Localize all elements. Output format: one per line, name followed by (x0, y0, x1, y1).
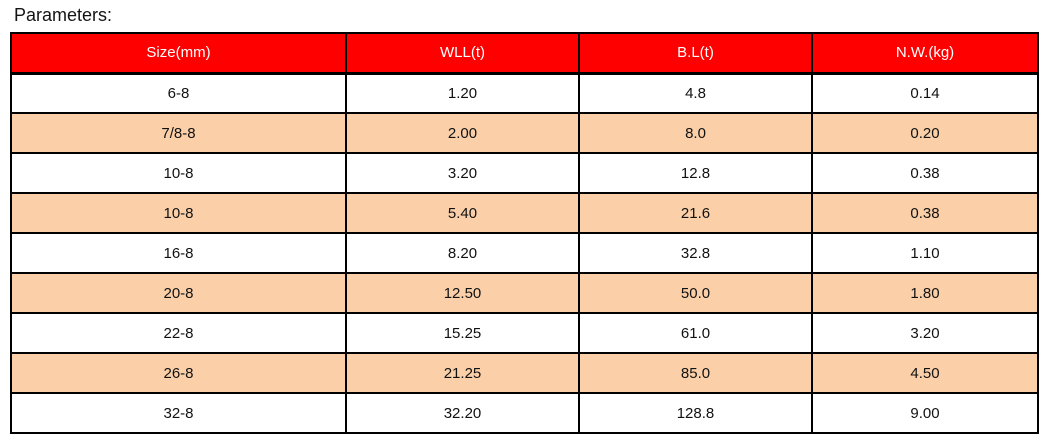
parameters-table: Size(mm) WLL(t) B.L(t) N.W.(kg) 6-8 1.20 4… (10, 32, 1039, 434)
table-cell: 61.0 (578, 312, 813, 354)
table-cell: 16-8 (10, 232, 347, 274)
table-cell: 7/8-8 (10, 112, 347, 154)
table-cell: 0.14 (811, 72, 1039, 114)
table-cell: 21.6 (578, 192, 813, 234)
table-row: 16-8 8.20 32.8 1.10 (10, 232, 1039, 274)
table-cell: 3.20 (345, 152, 580, 194)
table-cell: 10-8 (10, 152, 347, 194)
table-cell: 10-8 (10, 192, 347, 234)
table-cell: 2.00 (345, 112, 580, 154)
table-cell: 128.8 (578, 392, 813, 434)
table-cell: 4.8 (578, 72, 813, 114)
table-cell: 32.8 (578, 232, 813, 274)
table-cell: 12.50 (345, 272, 580, 314)
table-row: 22-8 15.25 61.0 3.20 (10, 312, 1039, 354)
table-cell: 1.20 (345, 72, 580, 114)
table-row: 7/8-8 2.00 8.0 0.20 (10, 112, 1039, 154)
table-header: Size(mm) WLL(t) B.L(t) N.W.(kg) (10, 32, 1039, 75)
table-cell: 9.00 (811, 392, 1039, 434)
table-cell: 12.8 (578, 152, 813, 194)
column-header-size: Size(mm) (10, 32, 347, 75)
table-cell: 15.25 (345, 312, 580, 354)
table-cell: 8.0 (578, 112, 813, 154)
table-cell: 5.40 (345, 192, 580, 234)
table-row: 10-8 3.20 12.8 0.38 (10, 152, 1039, 194)
column-header-nw: N.W.(kg) (811, 32, 1039, 75)
table-row: 32-8 32.20 128.8 9.00 (10, 392, 1039, 434)
table-row: 10-8 5.40 21.6 0.38 (10, 192, 1039, 234)
table-cell: 0.38 (811, 192, 1039, 234)
table-row: 6-8 1.20 4.8 0.14 (10, 72, 1039, 114)
table-row: 20-8 12.50 50.0 1.80 (10, 272, 1039, 314)
table-cell: 26-8 (10, 352, 347, 394)
page-title: Parameters: (14, 5, 113, 25)
table-cell: 0.20 (811, 112, 1039, 154)
column-header-wll: WLL(t) (345, 32, 580, 75)
table-cell: 0.38 (811, 152, 1039, 194)
column-header-bl: B.L(t) (578, 32, 813, 75)
table-cell: 4.50 (811, 352, 1039, 394)
table-cell: 8.20 (345, 232, 580, 274)
table-row: 26-8 21.25 85.0 4.50 (10, 352, 1039, 394)
table-header-row: Size(mm) WLL(t) B.L(t) N.W.(kg) (10, 32, 1039, 75)
table-cell: 1.80 (811, 272, 1039, 314)
table-cell: 22-8 (10, 312, 347, 354)
table-cell: 6-8 (10, 72, 347, 114)
table-cell: 20-8 (10, 272, 347, 314)
table-cell: 21.25 (345, 352, 580, 394)
table-cell: 85.0 (578, 352, 813, 394)
table-cell: 32-8 (10, 392, 347, 434)
table-cell: 1.10 (811, 232, 1039, 274)
table-cell: 32.20 (345, 392, 580, 434)
table-cell: 50.0 (578, 272, 813, 314)
table-cell: 3.20 (811, 312, 1039, 354)
table-body: 6-8 1.20 4.8 0.14 7/8-8 2.00 8.0 0.20 10-8 3.20 12… (10, 72, 1039, 434)
